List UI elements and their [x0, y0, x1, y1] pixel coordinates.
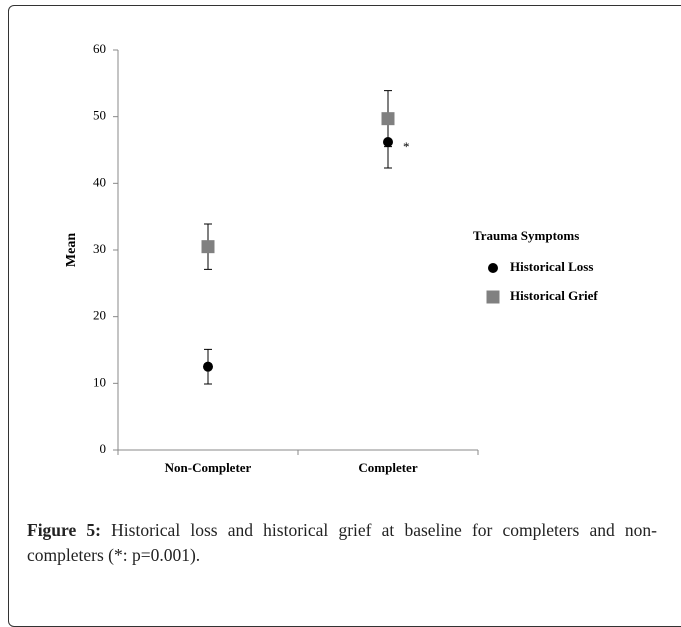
x-tick-label: Completer	[358, 460, 417, 475]
caption: Figure 5: Historical loss and historical…	[27, 518, 657, 568]
y-tick-label: 20	[93, 308, 106, 323]
y-tick-label: 60	[93, 41, 106, 56]
y-tick-label: 0	[100, 441, 107, 456]
legend-label: Historical Grief	[510, 288, 598, 303]
y-tick-label: 10	[93, 374, 106, 389]
x-tick-label: Non-Completer	[165, 460, 252, 475]
y-tick-label: 50	[93, 108, 106, 123]
point	[203, 361, 213, 372]
y-axis-label: Mean	[64, 233, 79, 267]
point	[381, 112, 395, 126]
caption-text: Historical loss and historical grief at …	[27, 520, 657, 565]
legend-title: Trauma Symptoms	[473, 228, 579, 243]
y-tick-label: 40	[93, 174, 106, 189]
y-tick-label: 30	[93, 241, 106, 256]
chart: Mean Trauma Symptoms 0 10 20 30 40 50 60 Non-Co…	[64, 41, 598, 475]
caption-label: Figure 5:	[27, 520, 101, 540]
point	[383, 137, 393, 147]
annotation: *	[403, 139, 410, 154]
legend-marker	[486, 290, 500, 304]
point	[201, 240, 215, 254]
legend-label: Historical Loss	[510, 259, 593, 274]
legend-marker	[488, 263, 498, 273]
page: Mean Trauma Symptoms 0 10 20 30 40 50 60 Non-Co…	[8, 5, 681, 627]
